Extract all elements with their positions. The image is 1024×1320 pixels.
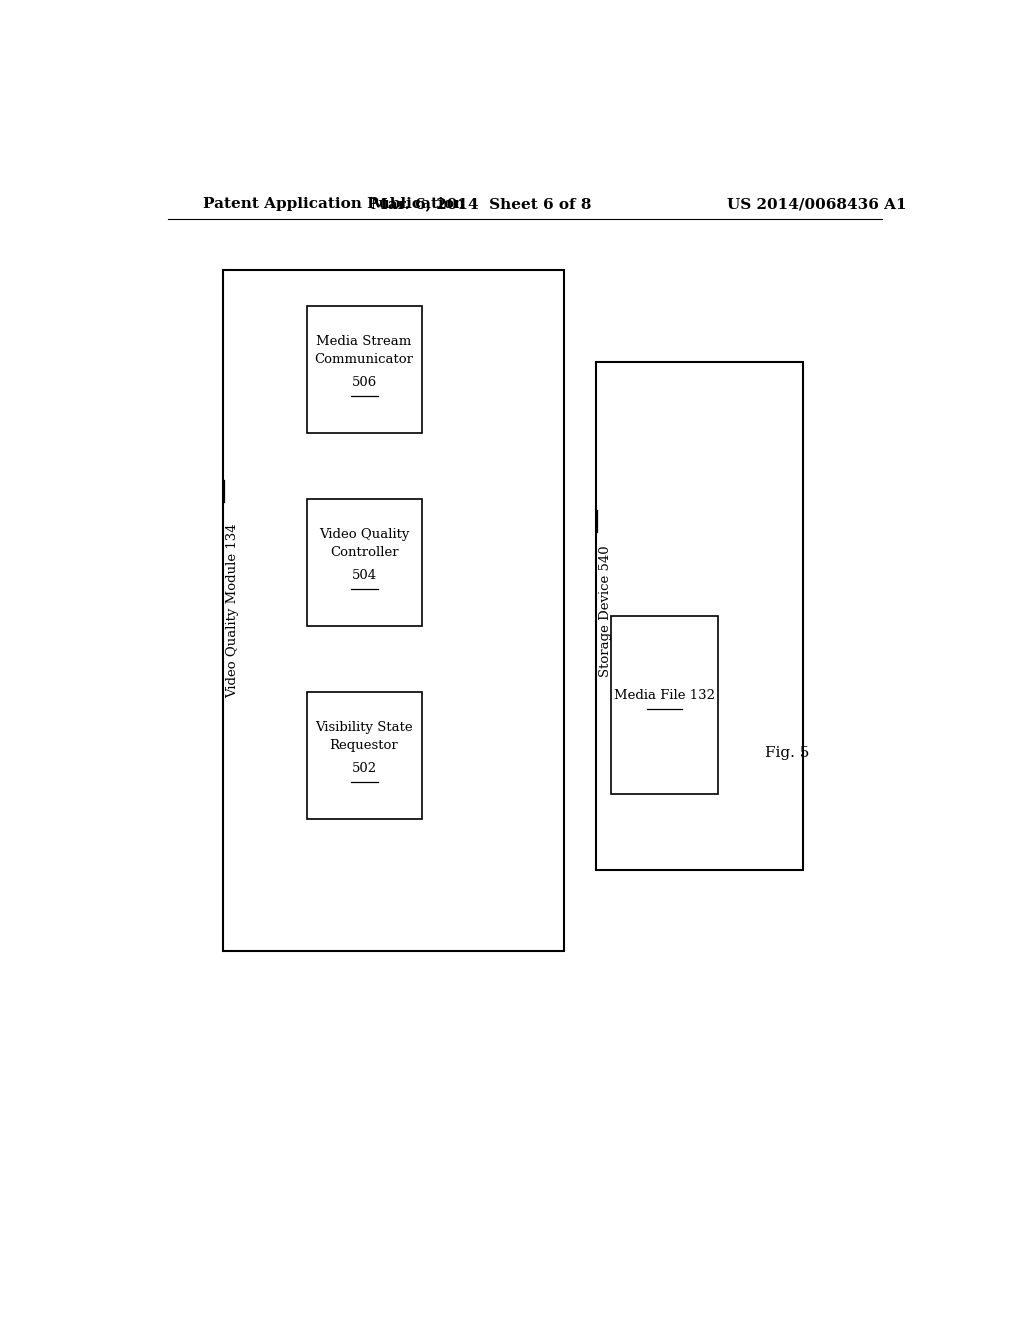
Bar xyxy=(306,499,422,626)
Bar xyxy=(306,692,422,818)
Text: Storage Device 540: Storage Device 540 xyxy=(599,545,612,677)
Text: 506: 506 xyxy=(351,375,377,388)
Text: Patent Application Publication: Patent Application Publication xyxy=(204,197,465,211)
Text: Media File 132: Media File 132 xyxy=(613,689,715,701)
Text: Communicator: Communicator xyxy=(314,354,414,366)
Text: Mar. 6, 2014  Sheet 6 of 8: Mar. 6, 2014 Sheet 6 of 8 xyxy=(371,197,592,211)
Text: Requestor: Requestor xyxy=(330,739,398,752)
Text: Visibility State: Visibility State xyxy=(315,721,413,734)
Text: Fig. 5: Fig. 5 xyxy=(765,746,809,760)
Text: Controller: Controller xyxy=(330,546,398,560)
Text: Media Stream: Media Stream xyxy=(316,335,412,348)
Bar xyxy=(596,362,803,870)
Text: 502: 502 xyxy=(351,762,377,775)
Text: Video Quality: Video Quality xyxy=(318,528,410,541)
Bar xyxy=(223,271,564,952)
Bar xyxy=(610,615,718,793)
Text: 504: 504 xyxy=(351,569,377,582)
Text: US 2014/0068436 A1: US 2014/0068436 A1 xyxy=(727,197,907,211)
Bar xyxy=(306,306,422,433)
Text: Video Quality Module 134: Video Quality Module 134 xyxy=(226,524,240,698)
